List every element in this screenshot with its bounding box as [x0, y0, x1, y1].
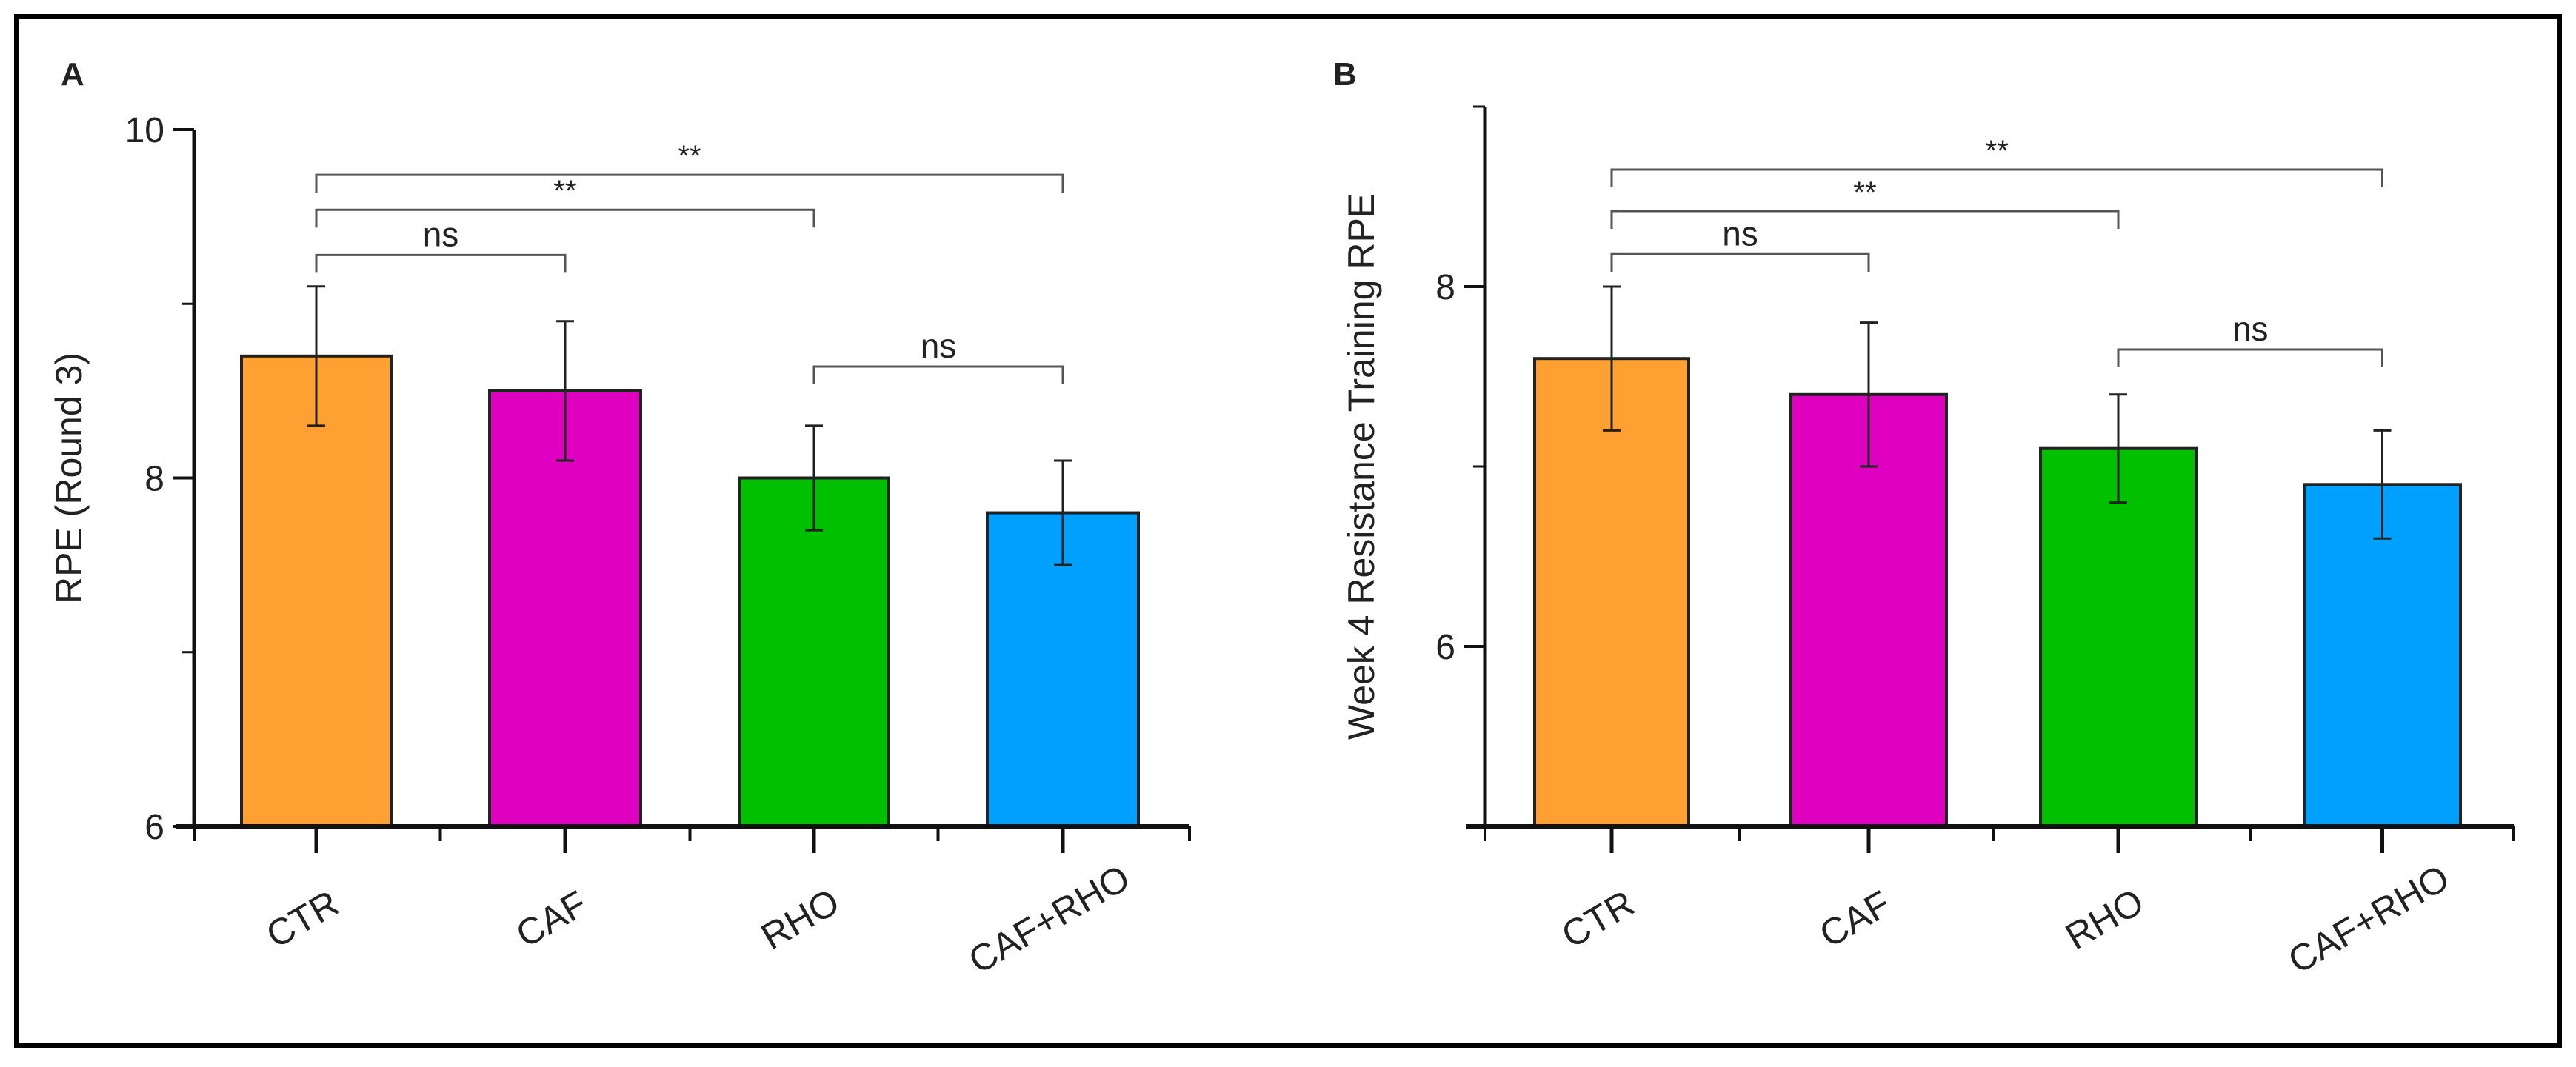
panel-label: B	[1333, 56, 1357, 93]
significance-bracket	[812, 365, 1064, 384]
x-tick-label: CAF	[1812, 883, 1898, 955]
x-tick-label: CTR	[1555, 882, 1641, 956]
y-tick-label: 8	[1435, 268, 1455, 307]
significance-label: **	[678, 140, 701, 173]
significance-bracket	[1610, 252, 1870, 272]
x-tick-label: RHO	[2058, 880, 2150, 957]
significance-label: **	[553, 175, 576, 207]
panel-b: B Week 4 Resistance Training RPE CTR CAF R…	[1333, 56, 2515, 982]
significance-label: ns	[921, 327, 957, 365]
x-tick-label: RHO	[754, 880, 846, 957]
significance-bracket	[315, 173, 1064, 193]
y-tick-label: 8	[144, 460, 164, 499]
significance-bracket	[315, 208, 815, 228]
significance-label: **	[1853, 176, 1876, 209]
significance-label: **	[1986, 135, 2009, 167]
y-axis-label: Week 4 Resistance Training RPE	[1341, 193, 1382, 740]
y-tick-label: 6	[144, 808, 164, 847]
x-tick-label: CAF+RHO	[961, 857, 1136, 982]
significance-bracket	[2117, 348, 2383, 368]
significance-bracket	[1610, 210, 2120, 229]
y-axis-label: RPE (Round 3)	[48, 352, 90, 603]
x-tick-label: CTR	[259, 882, 346, 956]
panel-a: A RPE (Round 3) CTR CAF RHO CAF+RHO 6 8 10 ** **…	[48, 56, 1191, 982]
panel-label: A	[61, 56, 84, 93]
significance-bracket	[315, 253, 567, 273]
bar-rho	[2039, 446, 2198, 828]
significance-label: ns	[1722, 214, 1758, 252]
x-tick-label: CAF+RHO	[2281, 857, 2456, 982]
figure-frame	[14, 14, 2562, 1048]
significance-bracket	[1610, 168, 2383, 188]
y-tick-label: 6	[1435, 628, 1455, 667]
x-tick-label: CAF	[509, 883, 594, 955]
y-tick-label: 10	[125, 111, 164, 150]
significance-label: ns	[2232, 310, 2269, 348]
significance-label: ns	[423, 215, 459, 253]
